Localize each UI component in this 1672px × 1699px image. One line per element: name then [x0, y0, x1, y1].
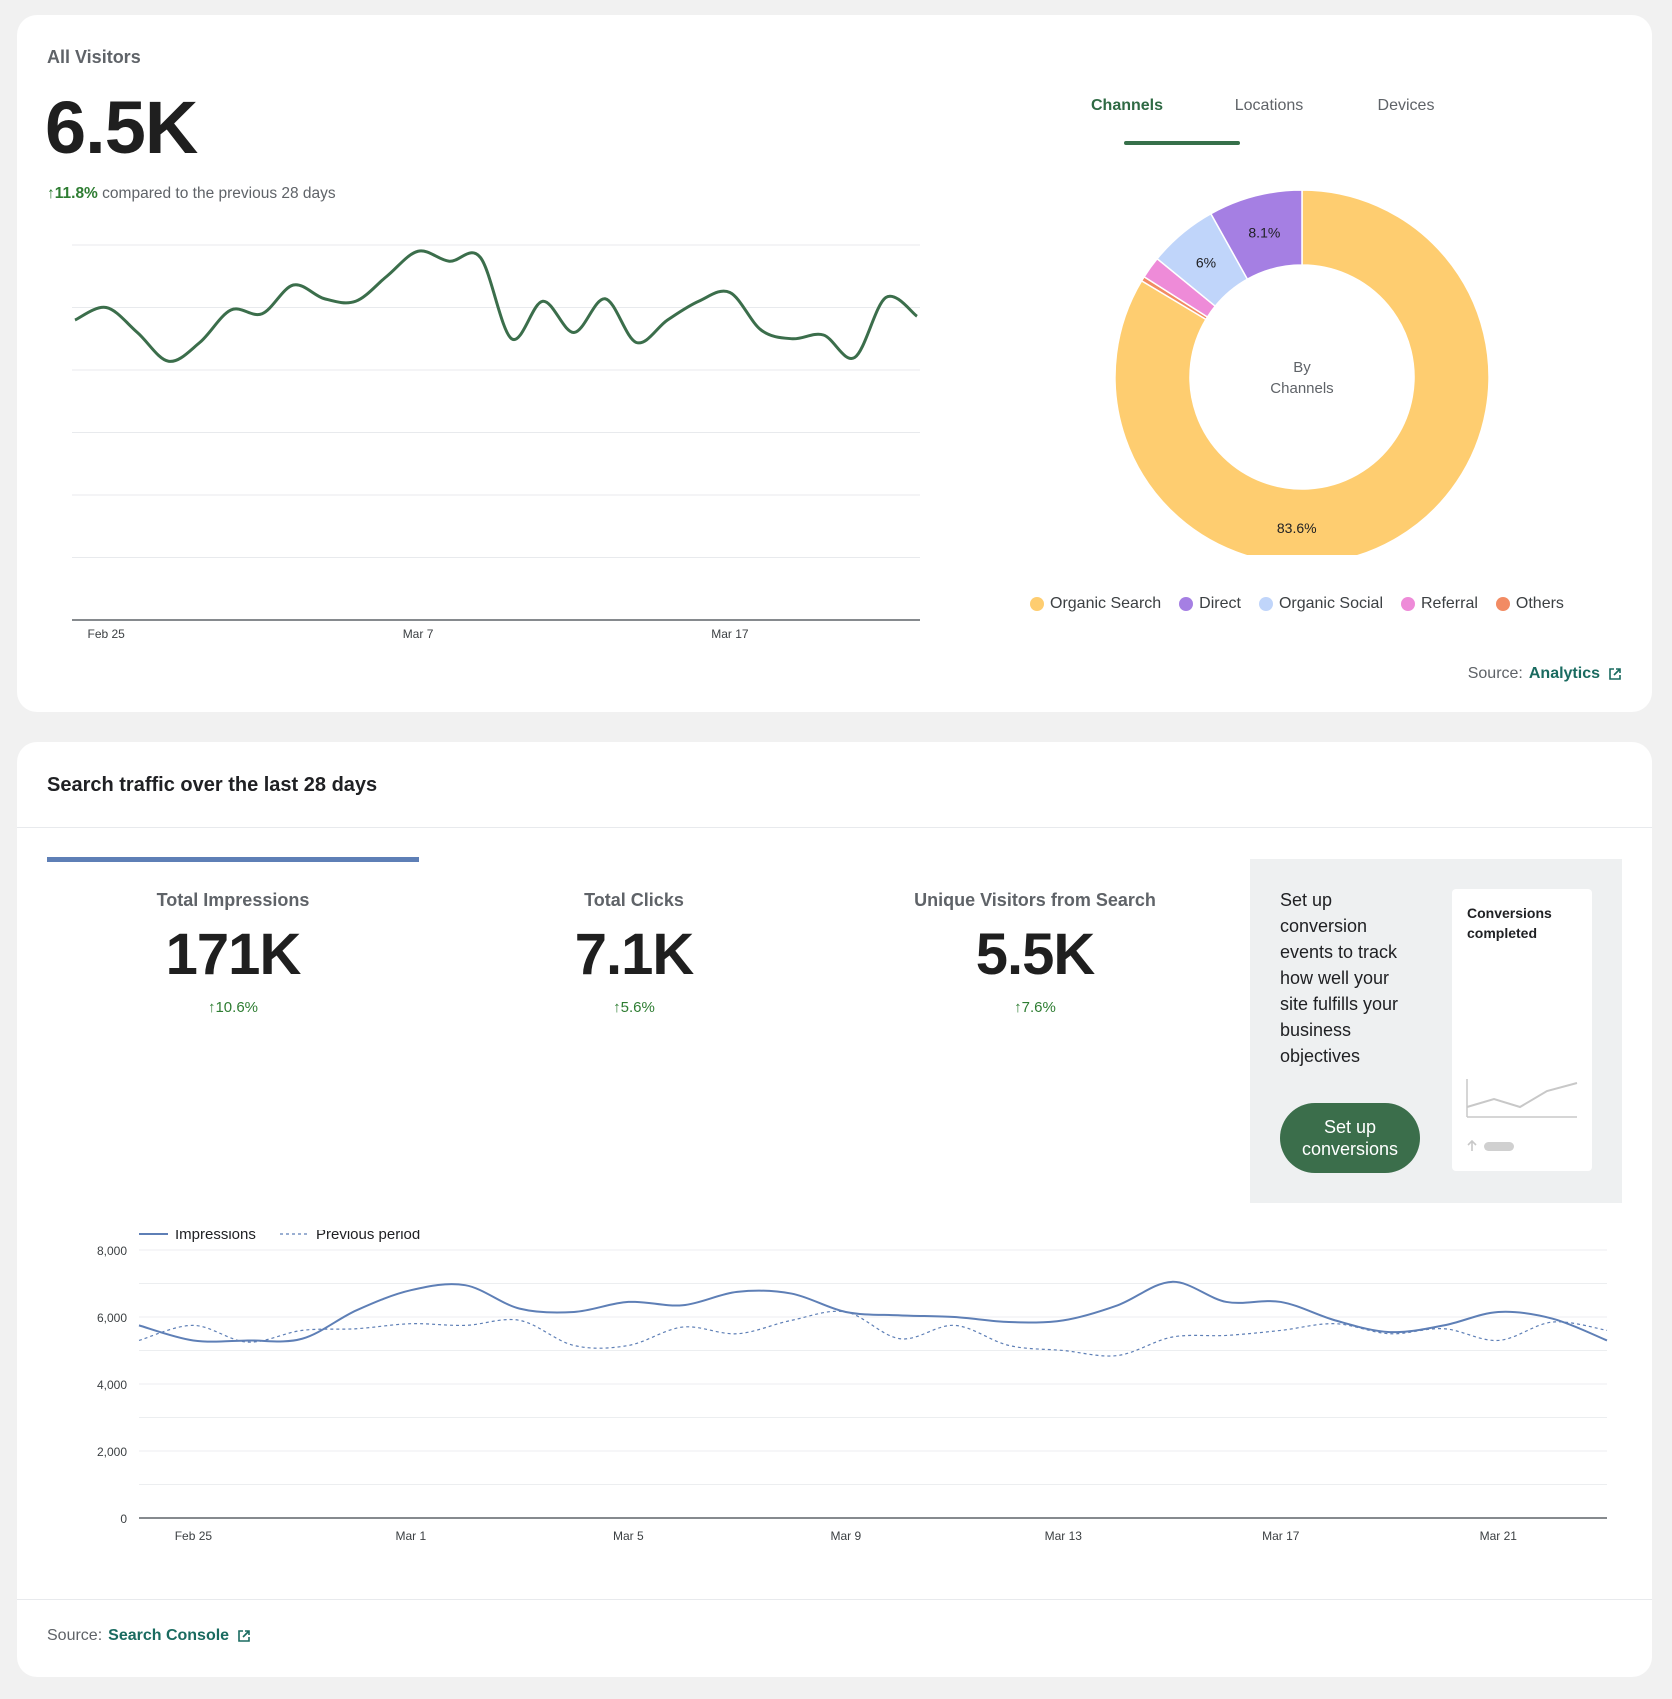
metric-total-impressions[interactable]: Total Impressions 171K ↑10.6%	[47, 890, 419, 1016]
arrow-up-icon	[1467, 1139, 1477, 1151]
legend-impressions-label: Impressions	[175, 1230, 256, 1243]
arrow-up-icon: ↑	[47, 185, 55, 202]
x-tick-label: Mar 17	[1262, 1529, 1300, 1543]
x-tick-label: Mar 5	[613, 1529, 644, 1543]
arrow-up-icon: ↑	[207, 998, 216, 1016]
x-tick-label: Feb 25	[88, 627, 126, 640]
donut-center-label: Channels	[1270, 380, 1333, 397]
donut-slice-label: 83.6%	[1277, 520, 1317, 536]
donut-center-label: By	[1293, 359, 1311, 376]
legend-dot	[1179, 597, 1194, 611]
x-tick-label: Mar 9	[830, 1529, 861, 1543]
x-tick-label: Mar 1	[396, 1529, 427, 1543]
donut-slice-organic-search	[1114, 189, 1490, 555]
tab-devices[interactable]: Devices	[1377, 97, 1435, 114]
metric-value: 5.5K	[975, 922, 1096, 987]
impressions-line	[138, 1280, 1608, 1343]
external-link-icon[interactable]	[1608, 667, 1622, 681]
promo-text: Set up conversion events to track how we…	[1280, 890, 1399, 1066]
legend-dot	[1495, 597, 1510, 611]
external-link-icon[interactable]	[237, 1629, 251, 1643]
metric-value: 171K	[165, 922, 302, 987]
donut-slice-direct	[1209, 189, 1303, 281]
search-console-link[interactable]: Search Console	[108, 1627, 230, 1644]
visitors-change: 11.8%	[54, 185, 98, 202]
tab-channels[interactable]: Channels	[1090, 97, 1163, 114]
visitors-series-line	[74, 249, 918, 363]
search-traffic-title: Search traffic over the last 28 days	[47, 774, 378, 796]
analytics-source: Source: Analytics	[1468, 665, 1622, 683]
legend-referral[interactable]: Referral	[1401, 595, 1478, 613]
y-tick-label: 2,000	[97, 1445, 127, 1459]
legend-others[interactable]: Others	[1495, 595, 1564, 613]
donut-slice-label: 6%	[1196, 254, 1216, 270]
arrow-up-icon: ↑	[1014, 998, 1022, 1016]
search-console-source: Source: Search Console	[47, 1627, 251, 1645]
visitors-change-text: compared to the previous 28 days	[102, 185, 336, 202]
divider	[17, 827, 1652, 828]
metric-change: ↑10.6%	[207, 998, 259, 1016]
y-tick-label: 4,000	[97, 1378, 127, 1392]
analytics-link[interactable]: Analytics	[1528, 665, 1600, 682]
metric-label: Total Impressions	[156, 890, 310, 910]
y-tick-label: 0	[120, 1512, 127, 1526]
visitors-title: All Visitors	[47, 47, 141, 67]
y-tick-label: 6,000	[97, 1311, 127, 1325]
metric-label: Total Clicks	[584, 890, 684, 910]
legend-organic-search[interactable]: Organic Search	[1030, 595, 1161, 613]
channels-donut-chart: 83.6% 6% 8.1% By Channels	[1114, 189, 1490, 555]
legend-dot	[1258, 597, 1273, 611]
visitors-card: All Visitors 6.5K ↑11.8% compared to the…	[17, 15, 1652, 712]
metric-change: ↑7.6%	[1014, 998, 1056, 1016]
metric-value: 7.1K	[574, 922, 695, 987]
tab-locations[interactable]: Locations	[1234, 97, 1304, 114]
conversions-preview-chart	[1466, 1079, 1578, 1151]
conversions-preview-title: Conversions completed	[1467, 905, 1552, 941]
metric-change: ↑5.6%	[613, 998, 655, 1016]
metric-unique-visitors[interactable]: Unique Visitors from Search 5.5K ↑7.6%	[849, 890, 1221, 1016]
legend-dot	[1401, 597, 1415, 611]
y-tick-label: 8,000	[97, 1244, 127, 1258]
set-up-conversions-button[interactable]: Set up conversions	[1280, 1103, 1420, 1173]
conversions-preview-card: Conversions completed	[1452, 889, 1592, 1171]
impressions-line-chart: 0 2,000 4,000 6,000 8,000 Feb 25 Mar 1 Mar 5 Mar…	[97, 1230, 1608, 1543]
legend-direct[interactable]: Direct	[1179, 595, 1241, 613]
conversions-promo: Set up conversion events to track how we…	[1250, 859, 1622, 1203]
tab-active-indicator	[1124, 141, 1240, 145]
search-traffic-card: Search traffic over the last 28 days Tot…	[17, 742, 1652, 1677]
selected-metric-indicator	[47, 857, 419, 862]
x-tick-label: Mar 17	[711, 627, 749, 640]
x-tick-label: Feb 25	[175, 1529, 213, 1543]
divider	[17, 1599, 1652, 1600]
metric-label: Unique Visitors from Search	[914, 890, 1156, 910]
arrow-up-icon: ↑	[613, 998, 621, 1016]
x-tick-label: Mar 7	[403, 627, 434, 640]
legend-organic-social[interactable]: Organic Social	[1258, 595, 1383, 613]
visitors-comparison: ↑11.8% compared to the previous 28 days	[47, 185, 336, 203]
visitors-total: 6.5K	[45, 86, 198, 169]
previous-period-line	[138, 1310, 1608, 1357]
donut-slice-label: 8.1%	[1248, 224, 1280, 240]
legend-dot	[1030, 597, 1044, 611]
x-tick-label: Mar 13	[1045, 1529, 1083, 1543]
legend-previous-label: Previous period	[316, 1230, 420, 1243]
x-tick-label: Mar 21	[1480, 1529, 1518, 1543]
channels-legend: Organic Search Direct Organic Social Ref…	[1030, 595, 1582, 613]
metric-total-clicks[interactable]: Total Clicks 7.1K ↑5.6%	[448, 890, 820, 1016]
